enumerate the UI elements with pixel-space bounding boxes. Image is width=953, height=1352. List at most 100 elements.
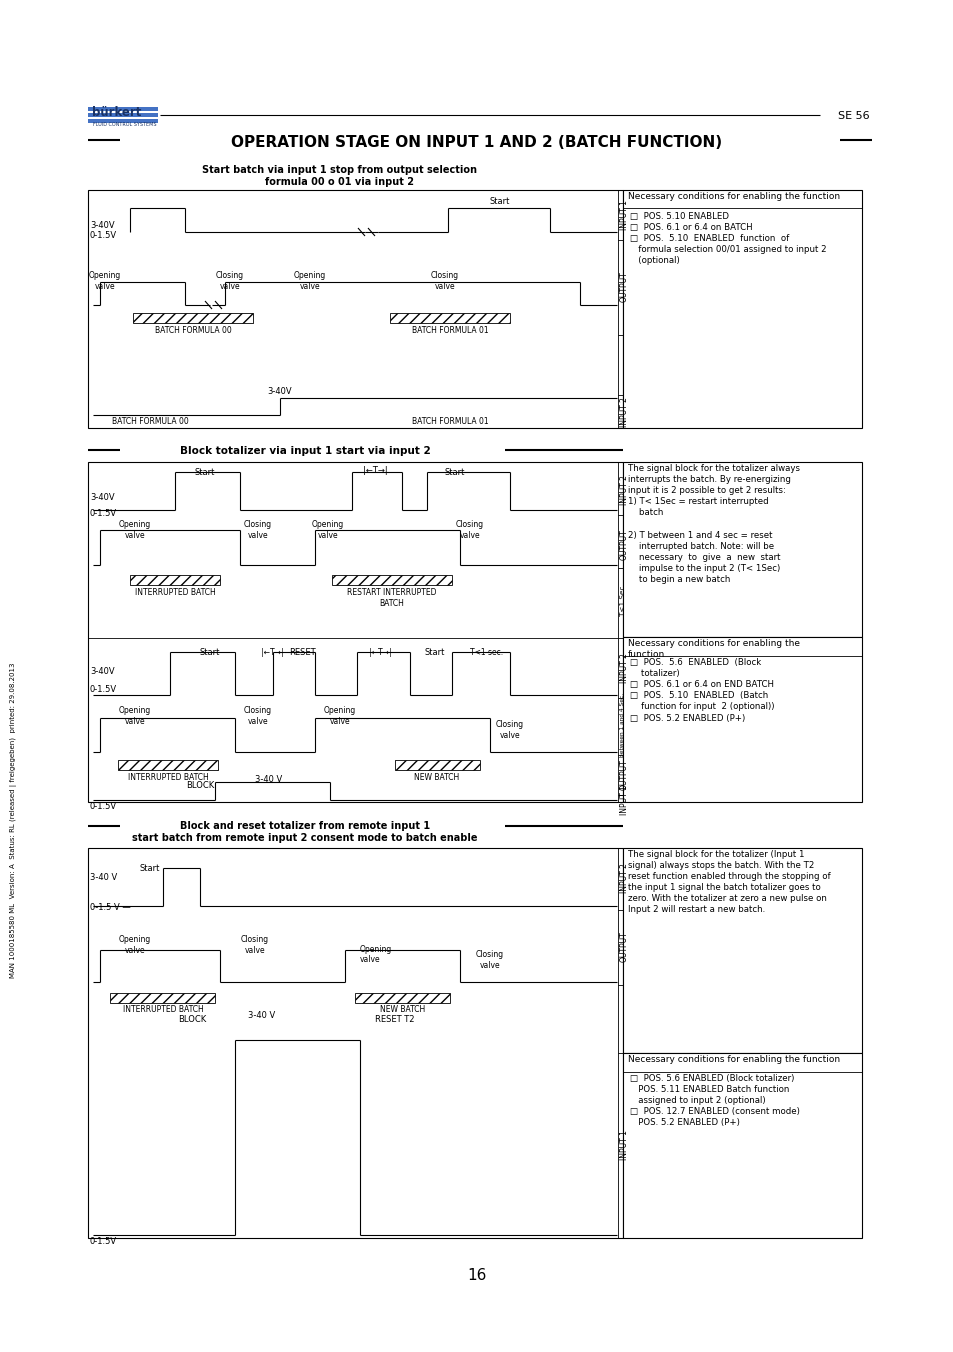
Text: 3-40 V: 3-40 V [90, 873, 117, 883]
Text: INPUT 2: INPUT 2 [619, 475, 628, 504]
Text: 3-40 V: 3-40 V [254, 775, 282, 784]
Text: |←T→|: |←T→| [362, 466, 387, 475]
Text: SE 56: SE 56 [837, 111, 869, 120]
Bar [355, 992, 450, 1003]
Text: BATCH FORMULA 01: BATCH FORMULA 01 [412, 416, 488, 426]
Text: RESET T2: RESET T2 [375, 1015, 415, 1025]
Text: Closing
valve: Closing valve [496, 721, 523, 740]
Text: FLUID CONTROL SYSTEMS: FLUID CONTROL SYSTEMS [92, 122, 156, 127]
Text: □  POS.  5.6  ENABLED  (Block
    totalizer)
□  POS. 6.1 or 6.4 on END BATCH
□  : □ POS. 5.6 ENABLED (Block totalizer) □ P… [629, 658, 774, 722]
Text: □  POS. 5.10 ENABLED
□  POS. 6.1 or 6.4 on BATCH
□  POS.  5.10  ENABLED  functio: □ POS. 5.10 ENABLED □ POS. 6.1 or 6.4 on… [629, 212, 825, 265]
Text: BATCH FORMULA 01: BATCH FORMULA 01 [412, 326, 488, 335]
Bar [622, 848, 862, 1053]
Text: Opening
valve: Opening valve [312, 521, 344, 539]
Text: INPUT 2: INPUT 2 [619, 653, 628, 683]
Bar [332, 575, 452, 585]
Text: □  POS. 5.6 ENABLED (Block totalizer)
   POS. 5.11 ENABLED Batch function
   ass: □ POS. 5.6 ENABLED (Block totalizer) POS… [629, 1073, 799, 1128]
Bar [88, 462, 622, 802]
Text: Opening
valve: Opening valve [119, 706, 151, 726]
Text: Necessary conditions for enabling the function: Necessary conditions for enabling the fu… [627, 192, 840, 201]
Bar [88, 191, 622, 429]
Bar [622, 191, 862, 429]
Text: NEW BATCH: NEW BATCH [414, 773, 459, 781]
Text: 0-1.5V: 0-1.5V [90, 508, 117, 518]
Text: BATCH FORMULA 00: BATCH FORMULA 00 [154, 326, 232, 335]
Text: RESTART INTERRUPTED
BATCH: RESTART INTERRUPTED BATCH [347, 588, 436, 608]
Text: INTERRUPTED BATCH: INTERRUPTED BATCH [134, 588, 215, 598]
Text: Closing
valve: Closing valve [476, 950, 503, 971]
Text: OUTPUT: OUTPUT [619, 760, 628, 791]
Text: Opening
valve: Opening valve [119, 936, 151, 955]
Text: Start batch via input 1 stop from output selection
formula 00 o 01 via input 2: Start batch via input 1 stop from output… [202, 165, 477, 187]
Text: OUTPUT: OUTPUT [619, 530, 628, 560]
Text: |←T→|: |←T→| [368, 648, 391, 657]
Text: |←T→|: |←T→| [260, 648, 283, 657]
Text: BLOCK: BLOCK [186, 780, 213, 790]
Text: Start: Start [194, 468, 215, 477]
Text: Closing
valve: Closing valve [431, 270, 458, 291]
Bar [88, 114, 158, 118]
Text: Block totalizer via input 1 start via input 2: Block totalizer via input 1 start via in… [179, 446, 430, 456]
Text: INPUT 1: INPUT 1 [619, 200, 628, 230]
Bar [622, 462, 862, 637]
Text: Start: Start [140, 864, 160, 873]
Text: Opening
valve: Opening valve [323, 706, 355, 726]
Text: 3-40V: 3-40V [90, 668, 114, 676]
Text: 3-40V: 3-40V [90, 220, 114, 230]
Text: The signal block for the totalizer (Input 1
signal) always stops the batch. With: The signal block for the totalizer (Inpu… [627, 850, 830, 914]
Bar [130, 575, 220, 585]
Text: BATCH FORMULA 00: BATCH FORMULA 00 [112, 416, 188, 426]
Text: 16: 16 [467, 1268, 486, 1283]
Text: Closing
valve: Closing valve [215, 270, 244, 291]
Text: RESET: RESET [289, 648, 315, 657]
Text: INTERRUPTED BATCH: INTERRUPTED BATCH [123, 1005, 203, 1014]
Text: Closing
valve: Closing valve [241, 936, 269, 955]
FancyBboxPatch shape [78, 151, 875, 1255]
Text: Opening
valve: Opening valve [294, 270, 326, 291]
Text: Start: Start [199, 648, 220, 657]
Bar [390, 314, 510, 323]
Bar [88, 119, 158, 123]
Text: The signal block for the totalizer always
interrupts the batch. By re-energizing: The signal block for the totalizer alway… [627, 464, 800, 584]
Text: Closing
valve: Closing valve [456, 521, 483, 539]
Text: bürkert: bürkert [91, 105, 141, 119]
Text: Start: Start [424, 648, 445, 657]
Bar [395, 760, 479, 771]
Bar [118, 760, 218, 771]
Text: 0-1.5V: 0-1.5V [90, 802, 117, 811]
Text: BLOCK: BLOCK [177, 1015, 206, 1025]
Text: OUTPUT: OUTPUT [619, 272, 628, 303]
Text: Opening
valve: Opening valve [119, 521, 151, 539]
Bar [88, 107, 158, 111]
Text: Opening
valve: Opening valve [359, 945, 392, 964]
Text: Opening
valve: Opening valve [89, 270, 121, 291]
Text: Necessary conditions for enabling the
function: Necessary conditions for enabling the fu… [627, 639, 800, 660]
Text: 0-1.5V: 0-1.5V [90, 1237, 117, 1247]
Bar [132, 314, 253, 323]
Text: INTERRUPTED BATCH: INTERRUPTED BATCH [128, 773, 208, 781]
Text: T<1 sec.: T<1 sec. [470, 648, 503, 657]
Text: MAN 1000185580 ML  Version: A  Status: RL (released | freigegeben)  printed: 29.: MAN 1000185580 ML Version: A Status: RL … [10, 662, 17, 977]
Text: OPERATION STAGE ON INPUT 1 AND 2 (BATCH FUNCTION): OPERATION STAGE ON INPUT 1 AND 2 (BATCH … [232, 135, 721, 150]
Text: INPUT 2: INPUT 2 [619, 397, 628, 427]
Text: Start: Start [489, 197, 510, 206]
Text: Block and reset totalizer from remote input 1
start batch from remote input 2 co: Block and reset totalizer from remote in… [132, 821, 477, 842]
Text: NEW BATCH: NEW BATCH [380, 1005, 425, 1014]
Bar [622, 1053, 862, 1238]
Text: 0-1.5 V —: 0-1.5 V — [90, 903, 131, 913]
Text: INPUT 1: INPUT 1 [619, 1130, 628, 1160]
Text: 3-40 V: 3-40 V [248, 1010, 275, 1019]
Text: between 1 and 4 Sec.: between 1 and 4 Sec. [619, 694, 624, 757]
Text: INPUT 1: INPUT 1 [619, 786, 628, 815]
Text: 0-1.5V: 0-1.5V [90, 685, 117, 695]
Text: Closing
valve: Closing valve [244, 706, 272, 726]
Bar [88, 848, 622, 1238]
Text: T<1 Sec.: T<1 Sec. [619, 584, 625, 617]
Text: OUTPUT: OUTPUT [619, 932, 628, 963]
Text: Necessary conditions for enabling the function: Necessary conditions for enabling the fu… [627, 1055, 840, 1064]
Text: Start: Start [444, 468, 465, 477]
Text: INPUT 2: INPUT 2 [619, 863, 628, 892]
Bar [622, 637, 862, 802]
Text: 3-40V: 3-40V [90, 493, 114, 503]
Text: Closing
valve: Closing valve [244, 521, 272, 539]
